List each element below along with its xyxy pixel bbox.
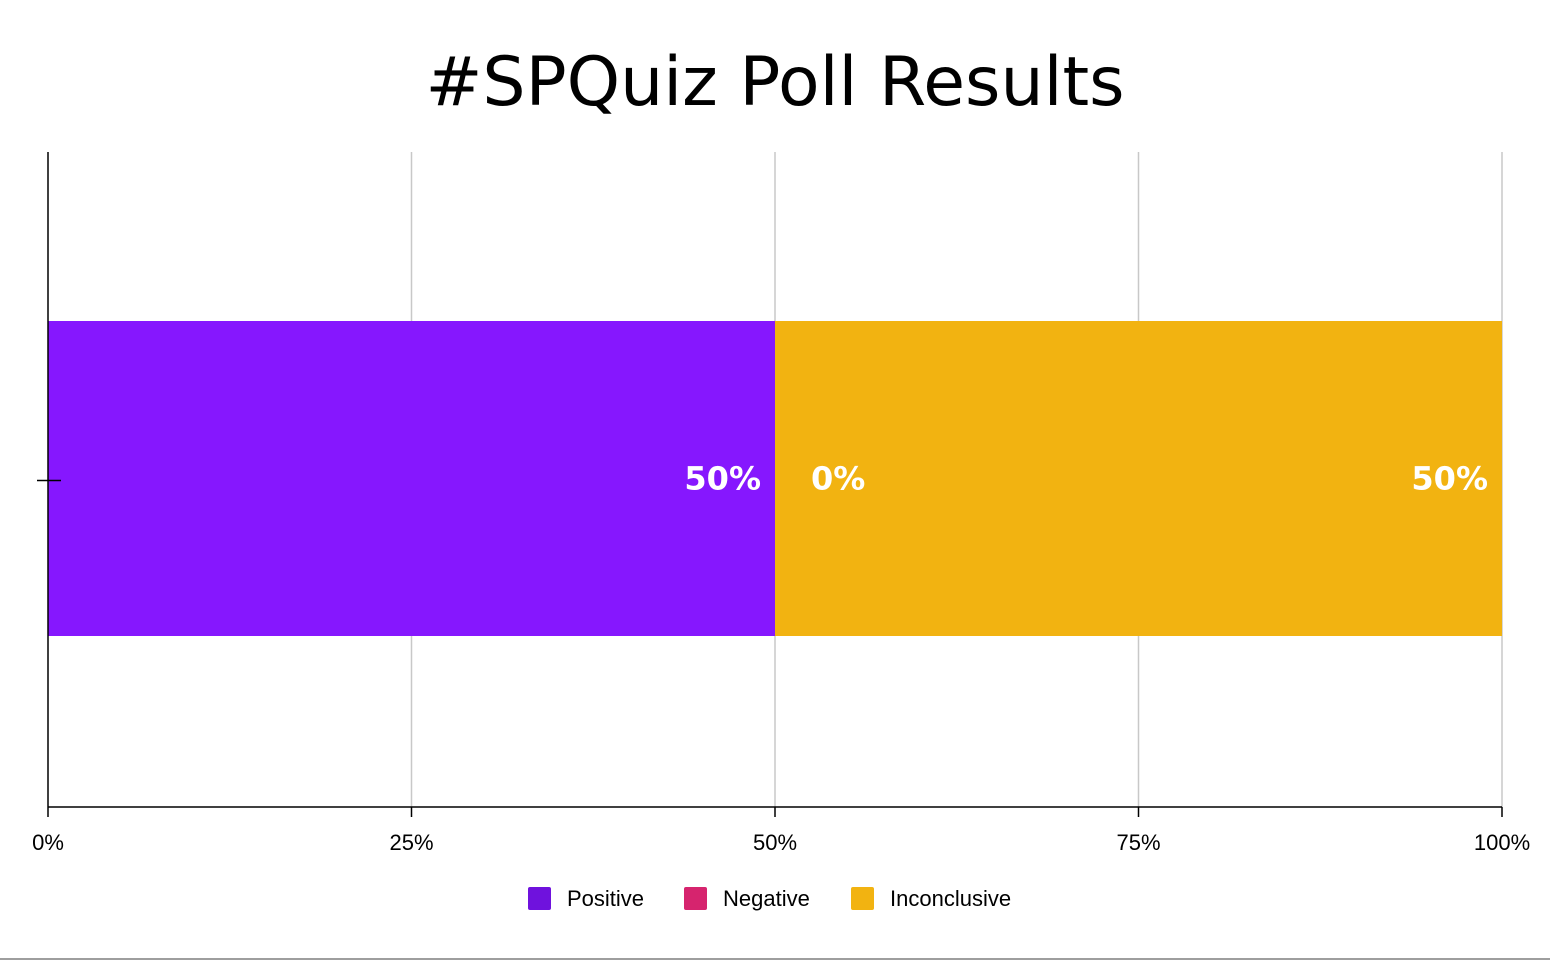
- x-tick-label-0: 0%: [32, 830, 64, 855]
- x-tick-labels: 0% 25% 50% 75% 100%: [32, 830, 1530, 855]
- legend-swatch-inconclusive: [851, 887, 874, 910]
- x-tick-label-3: 75%: [1116, 830, 1160, 855]
- legend-label-inconclusive: Inconclusive: [890, 886, 1011, 911]
- data-label-negative: 0%: [811, 460, 865, 498]
- data-labels: 50% 0% 50%: [684, 460, 1488, 498]
- data-label-inconclusive: 50%: [1411, 460, 1488, 498]
- bar-segments: [48, 321, 1502, 636]
- x-tick-label-1: 25%: [389, 830, 433, 855]
- bar-segment-positive: [48, 321, 775, 636]
- legend-label-positive: Positive: [567, 886, 644, 911]
- legend-label-negative: Negative: [723, 886, 810, 911]
- chart-title: #SPQuiz Poll Results: [425, 43, 1124, 122]
- x-tick-label-2: 50%: [753, 830, 797, 855]
- axes: [37, 152, 1502, 808]
- legend: Positive Negative Inconclusive: [528, 886, 1011, 911]
- bar-segment-inconclusive: [775, 321, 1502, 636]
- legend-swatch-positive: [528, 887, 551, 910]
- x-tick-label-4: 100%: [1474, 830, 1530, 855]
- data-label-positive: 50%: [684, 460, 761, 498]
- legend-swatch-negative: [684, 887, 707, 910]
